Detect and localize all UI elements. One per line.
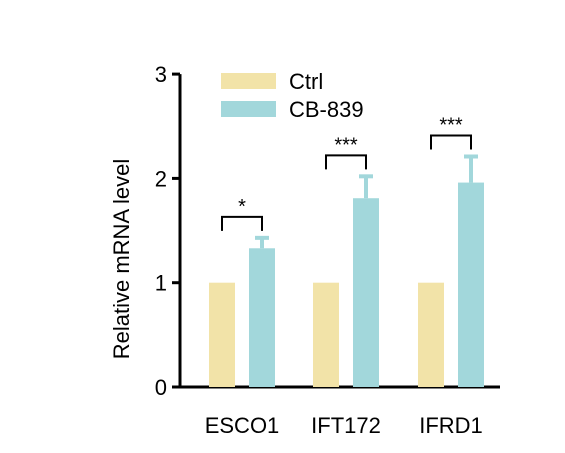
- sig-bracket-IFRD1: [430, 134, 472, 150]
- error-bars: [255, 154, 478, 249]
- legend: Ctrl CB-839: [221, 69, 364, 122]
- legend-label-Ctrl: Ctrl: [289, 69, 323, 94]
- legend-swatch-Ctrl: [221, 73, 276, 89]
- y-axis-title: Relative mRNA level: [109, 159, 134, 360]
- x-tick-label-ESCO1: ESCO1: [205, 413, 280, 438]
- sig-label-ESCO1: *: [238, 196, 246, 218]
- sig-bracket-ESCO1: [221, 215, 263, 231]
- y-tick-label-0: 0: [155, 375, 167, 400]
- significance-markers: *******: [221, 114, 472, 231]
- sig-bracket-IFT172: [325, 154, 367, 170]
- bar-ESCO1-Ctrl: [209, 282, 235, 387]
- bar-IFT172-Ctrl: [313, 282, 339, 387]
- sig-label-IFRD1: ***: [439, 114, 463, 136]
- x-tick-labels: ESCO1 IFT172 IFRD1: [205, 413, 483, 438]
- bar-ESCO1-CB-839: [249, 248, 275, 387]
- x-tick-label-IFRD1: IFRD1: [419, 413, 483, 438]
- legend-swatch-CB-839: [221, 101, 276, 117]
- sig-label-IFT172: ***: [334, 134, 358, 156]
- y-tick-label-1: 1: [155, 271, 167, 296]
- bar-IFRD1-Ctrl: [418, 282, 444, 387]
- x-tick-label-IFT172: IFT172: [311, 413, 381, 438]
- bars: [209, 182, 484, 387]
- bar-IFT172-CB-839: [353, 198, 379, 387]
- y-ticks: 0 1 2 3: [155, 62, 180, 400]
- y-tick-label-3: 3: [155, 62, 167, 87]
- bar-IFRD1-CB-839: [458, 182, 484, 387]
- y-tick-label-2: 2: [155, 166, 167, 191]
- legend-label-CB-839: CB-839: [289, 97, 364, 122]
